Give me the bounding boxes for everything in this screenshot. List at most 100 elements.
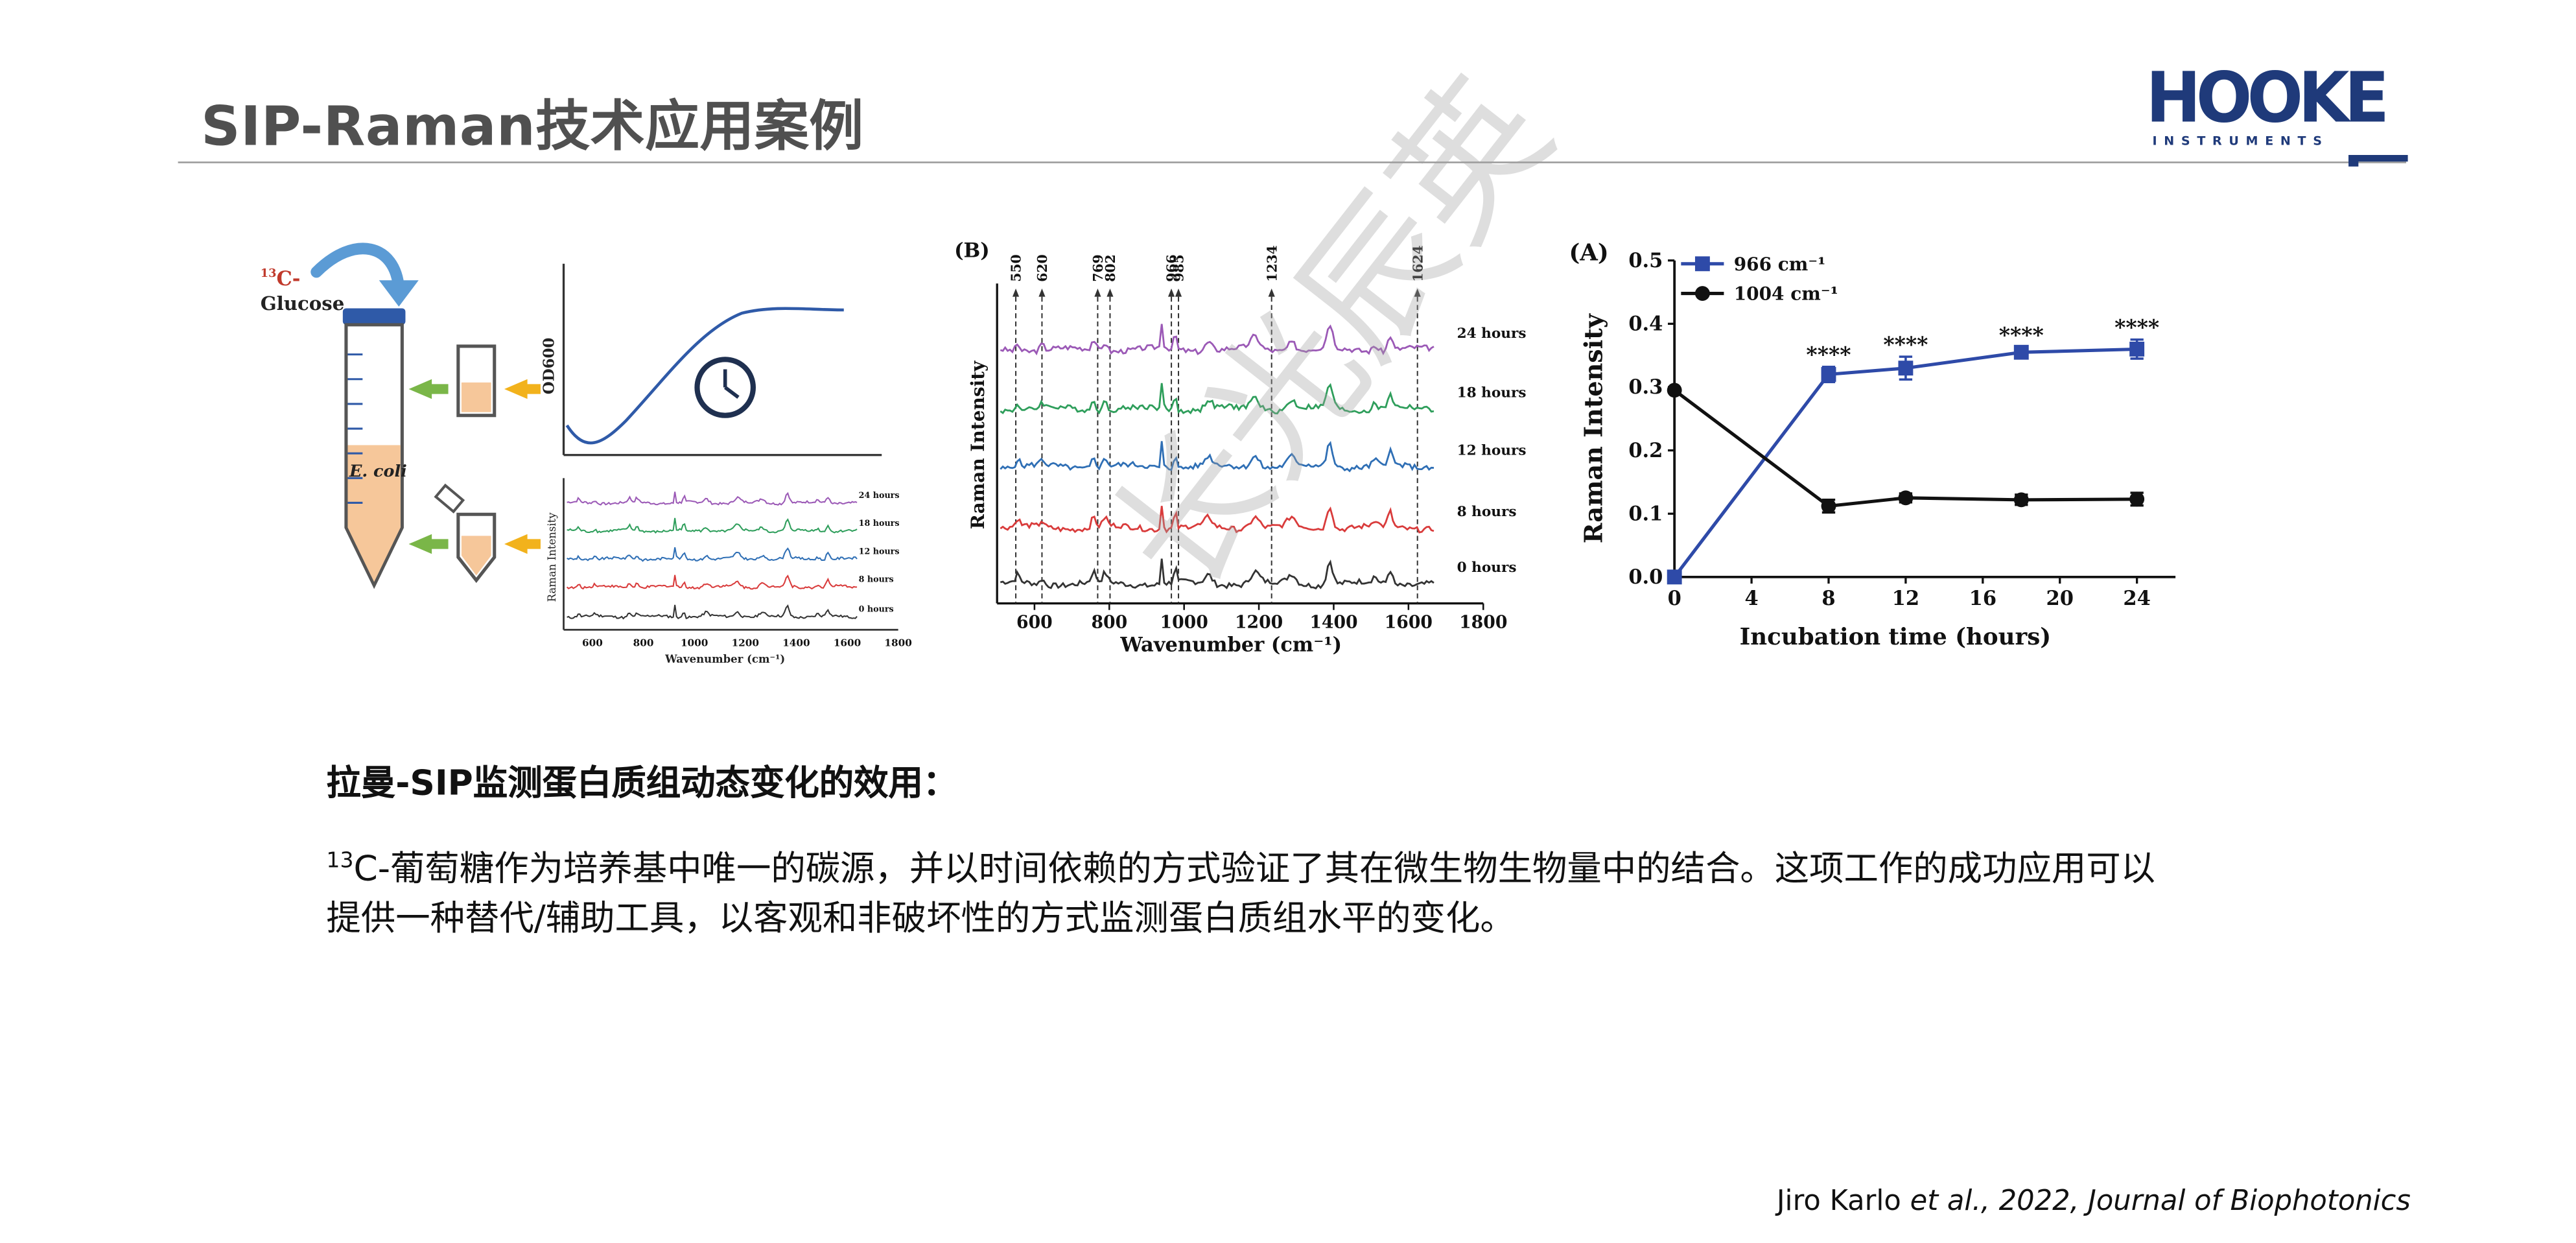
peak-label: 620 (1035, 254, 1050, 281)
mini-trace-label: 12 hours (859, 546, 900, 556)
mini-x-tick-label: 1600 (834, 637, 861, 649)
mini-trace-label: 24 hours (859, 490, 900, 500)
data-point (1898, 361, 1914, 376)
significance-label: **** (1806, 342, 1851, 367)
legend-marker (1694, 256, 1710, 272)
mini-trace (567, 517, 858, 534)
series-line (1673, 388, 2137, 508)
spectrum-trace (1000, 383, 1434, 415)
spectra-xlabel: Wavenumber (cm⁻¹) (1119, 633, 1342, 656)
body-paragraph: 13C-葡萄糖作为培养基中唯一的碳源，并以时间依赖的方式验证了其在微生物生物量中… (326, 838, 2188, 943)
peak-label: 1624 (1410, 245, 1425, 282)
tube-label: E. coli (349, 461, 407, 480)
y-tick-label: 0.5 (1628, 249, 1663, 272)
x-tick-label: 1600 (1385, 613, 1433, 633)
significance-label: **** (1883, 331, 1928, 357)
green-arrow-icon (408, 534, 449, 554)
peak-label: 1234 (1264, 245, 1280, 282)
citation: Jiro Karlo et al., 2022, Journal of Biop… (1777, 1185, 2411, 1218)
mini-trace-label: 18 hours (859, 518, 900, 528)
series-line (1673, 347, 2137, 578)
isotope-superscript: 13 (326, 849, 354, 874)
mini-x-tick-label: 1400 (782, 637, 810, 649)
peak-arrow-icon (1414, 288, 1421, 297)
x-tick-label: 20 (2046, 587, 2074, 610)
x-tick-label: 1800 (1459, 613, 1507, 633)
legend-label: 966 cm⁻¹ (1734, 254, 1826, 275)
title-divider (178, 161, 2407, 163)
mini-x-tick-label: 600 (582, 637, 603, 649)
x-tick-label: 1000 (1160, 613, 1208, 633)
data-point (1821, 499, 1836, 514)
legend-label: 1004 cm⁻¹ (1734, 283, 1838, 305)
mini-trace (567, 604, 858, 620)
x-tick-label: 0 (1668, 587, 1681, 610)
data-point (2013, 344, 2029, 360)
x-tick-label: 1400 (1309, 613, 1357, 633)
data-point (2129, 491, 2145, 507)
peak-label: 966 (1164, 254, 1180, 281)
x-tick-label: 1200 (1235, 613, 1283, 633)
peak-label: 769 (1090, 254, 1106, 281)
x-tick-label: 800 (1091, 613, 1127, 633)
spectrum-trace (1000, 324, 1434, 356)
trace-label: 12 hours (1457, 443, 1527, 459)
spectra-ylabel: Raman Intensity (967, 361, 989, 529)
peak-label: 550 (1009, 254, 1024, 281)
x-tick-label: 12 (1892, 587, 1919, 610)
data-point (2013, 492, 2029, 508)
hooke-logo: HOOKE (2146, 59, 2389, 139)
y-tick-label: 0.1 (1628, 502, 1663, 525)
x-tick-label: 16 (1969, 587, 1996, 610)
panel-a-label: (A) (1569, 240, 1608, 266)
data-point (1821, 367, 1836, 382)
hooke-logo-sub: INSTRUMENTS (2152, 133, 2329, 148)
glucose-label: Glucose (261, 292, 345, 314)
mini-spectra-traces: 24 hours 18 hours 12 hours 8 hours 0 hours (566, 490, 900, 620)
significance-label: **** (2114, 314, 2159, 340)
yellow-arrow-icon (504, 534, 541, 554)
growth-curve (565, 307, 844, 445)
glucose-arrow-icon (310, 243, 405, 294)
peak-arrow-icon (1167, 288, 1175, 297)
yellow-arrow-icon (504, 379, 541, 399)
data-point (1667, 569, 1682, 585)
mini-x-tick-label: 800 (633, 637, 654, 649)
trace-label: 24 hours (1457, 326, 1527, 342)
logo-bar (2348, 154, 2408, 162)
legend-marker (1694, 286, 1710, 302)
peak-arrow-icon (1107, 288, 1114, 297)
trace-label: 18 hours (1457, 385, 1527, 401)
chart-xlabel: Incubation time (hours) (1740, 624, 2051, 650)
mini-trace (566, 574, 858, 590)
growth-ylabel: OD600 (541, 338, 557, 395)
mini-spectra-ylabel: Raman Intensity (546, 512, 558, 602)
significance-label: **** (1999, 322, 2044, 348)
data-point (1667, 383, 1682, 398)
isotope-label: 13C- (261, 266, 301, 290)
tube-cap-icon (342, 308, 406, 325)
spectra-traces: 24 hours 18 hours 12 hours 8 hours 0 hours (1000, 324, 1527, 590)
paragraph-text: C-葡萄糖作为培养基中唯一的碳源，并以时间依赖的方式验证了其在微生物生物量中的结… (326, 849, 2156, 938)
peak-arrow-icon (1038, 288, 1046, 297)
peak-arrow-icon (1268, 288, 1275, 297)
spectrum-trace (1000, 506, 1434, 534)
mini-trace (567, 491, 858, 506)
mini-x-tick-label: 1800 (884, 637, 911, 649)
y-tick-label: 0.2 (1628, 439, 1663, 462)
peak-arrow-icon (1012, 288, 1020, 297)
citation-source: et al., 2022, Journal of Biophotonics (1910, 1185, 2411, 1218)
peak-arrow-icon (1094, 288, 1101, 297)
panel-b-label: (B) (954, 239, 990, 263)
y-tick-label: 0.0 (1628, 565, 1663, 589)
spectrum-trace (1000, 558, 1434, 590)
peak-arrow-icon (1175, 288, 1182, 297)
green-arrow-icon (408, 379, 449, 399)
trace-label: 0 hours (1457, 560, 1517, 576)
mini-spectra-xlabel: Wavenumber (cm⁻¹) (664, 652, 785, 665)
peak-label: 802 (1103, 254, 1118, 281)
x-tick-label: 24 (2123, 587, 2150, 610)
mini-x-tick-label: 1000 (681, 637, 708, 649)
